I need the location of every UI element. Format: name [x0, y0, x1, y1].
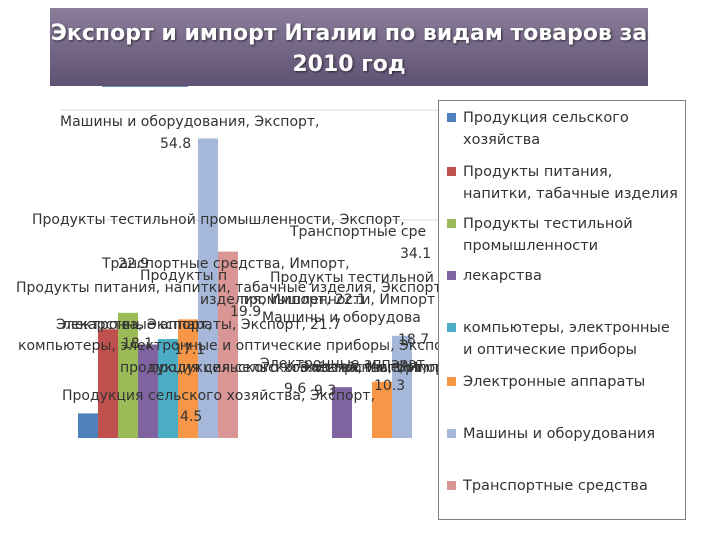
data-label: Транспортные сре: [289, 224, 426, 240]
data-label: Электронные аппараты, Экспорт,: [56, 317, 306, 333]
data-value: 54.8: [160, 136, 191, 152]
legend-swatch: [447, 377, 456, 386]
bar: [372, 381, 392, 438]
data-value: 9.3: [314, 383, 336, 399]
legend-label: Транспортные средства: [463, 478, 648, 494]
bar: [178, 319, 198, 438]
data-value: 17.1: [174, 342, 205, 358]
legend: Продукция сельского хозяйства Продукты пи…: [438, 100, 686, 520]
legend-item: Транспортные средства: [447, 475, 683, 497]
legend-label: лекарства: [463, 268, 542, 284]
legend-item: Электронные аппараты: [447, 371, 683, 393]
data-value: 22.9: [118, 256, 149, 272]
data-value: 34.1: [400, 246, 431, 262]
overlap-label: промышленности, Импорт: [240, 292, 435, 308]
overlap-label: Продукты тестильной: [270, 270, 434, 286]
data-label: Продукты питания, напитки, табачные изде…: [16, 280, 446, 296]
data-label: Машины и оборудования, Экспорт,: [60, 114, 320, 130]
chart-title: Экспорт и импорт Италии по видам товаров…: [50, 21, 648, 77]
legend-item: Продукты питания, напитки, табачные изде…: [447, 161, 683, 205]
data-label: Продукты тестильной промышленности, Эксп…: [32, 212, 405, 228]
legend-label: Продукты тестильной промышленности: [463, 216, 633, 254]
overlap-label: изделия, Импорт, 22.1: [200, 292, 366, 308]
bar: [78, 413, 98, 438]
data-value: 10.3: [374, 378, 405, 394]
legend-item: Машины и оборудования: [447, 423, 683, 445]
data-label: Продукция сельского хозяйства, Экспорт,: [62, 388, 375, 404]
overlap-label: продукция сельского хозяйства, Импорт,: [120, 360, 427, 376]
legend-label: Электронные аппараты: [463, 374, 646, 390]
bar: [98, 329, 118, 438]
legend-label: Продукция сельского хозяйства: [463, 110, 629, 148]
legend-item: Продукция сельского хозяйства: [447, 107, 683, 151]
bar: [392, 335, 412, 438]
data-label: Машины и оборудова: [262, 310, 421, 326]
legend-item: лекарства: [447, 265, 683, 287]
bar: [118, 312, 138, 438]
overlap-label: Электронные аппарат: [260, 356, 425, 372]
overlap-label: Продукты п: [140, 268, 227, 284]
overlap-label: Электронные, Импорт: [300, 360, 464, 376]
legend-swatch: [447, 219, 456, 228]
data-value: 21.7: [310, 317, 341, 333]
bar: [332, 387, 352, 438]
legend-swatch: [447, 323, 456, 332]
legend-swatch: [447, 271, 456, 280]
data-value: 18.7: [398, 332, 429, 348]
data-label: компьютеры, электронные и оптические при…: [18, 338, 464, 354]
legend-label: Продукты питания, напитки, табачные изде…: [463, 164, 678, 202]
legend-item: Продукты тестильной промышленности: [447, 213, 683, 257]
legend-swatch: [447, 113, 456, 122]
bar: [158, 339, 178, 438]
legend-item: компьютеры, электронные и оптические при…: [447, 317, 683, 361]
title-underline: [102, 86, 188, 87]
data-value: 4.5: [180, 409, 202, 425]
title-banner: Экспорт и импорт Италии по видам товаров…: [50, 8, 648, 87]
data-value: 9.6: [284, 381, 306, 397]
data-label: лекарства, Экспорт,: [62, 317, 212, 333]
bar: [218, 251, 238, 438]
overlap-label: продукция сельского хозяйства, Импорт,: [150, 360, 457, 376]
data-value: 19.9: [230, 304, 261, 320]
legend-swatch: [447, 167, 456, 176]
legend-label: компьютеры, электронные и оптические при…: [463, 320, 670, 358]
data-value: 18.1: [122, 336, 153, 352]
legend-swatch: [447, 481, 456, 490]
legend-label: Машины и оборудования: [463, 426, 656, 442]
overlap-label: Транспортные средства, Импорт,: [101, 256, 350, 272]
bar: [198, 138, 218, 438]
bar: [138, 344, 158, 438]
legend-swatch: [447, 429, 456, 438]
